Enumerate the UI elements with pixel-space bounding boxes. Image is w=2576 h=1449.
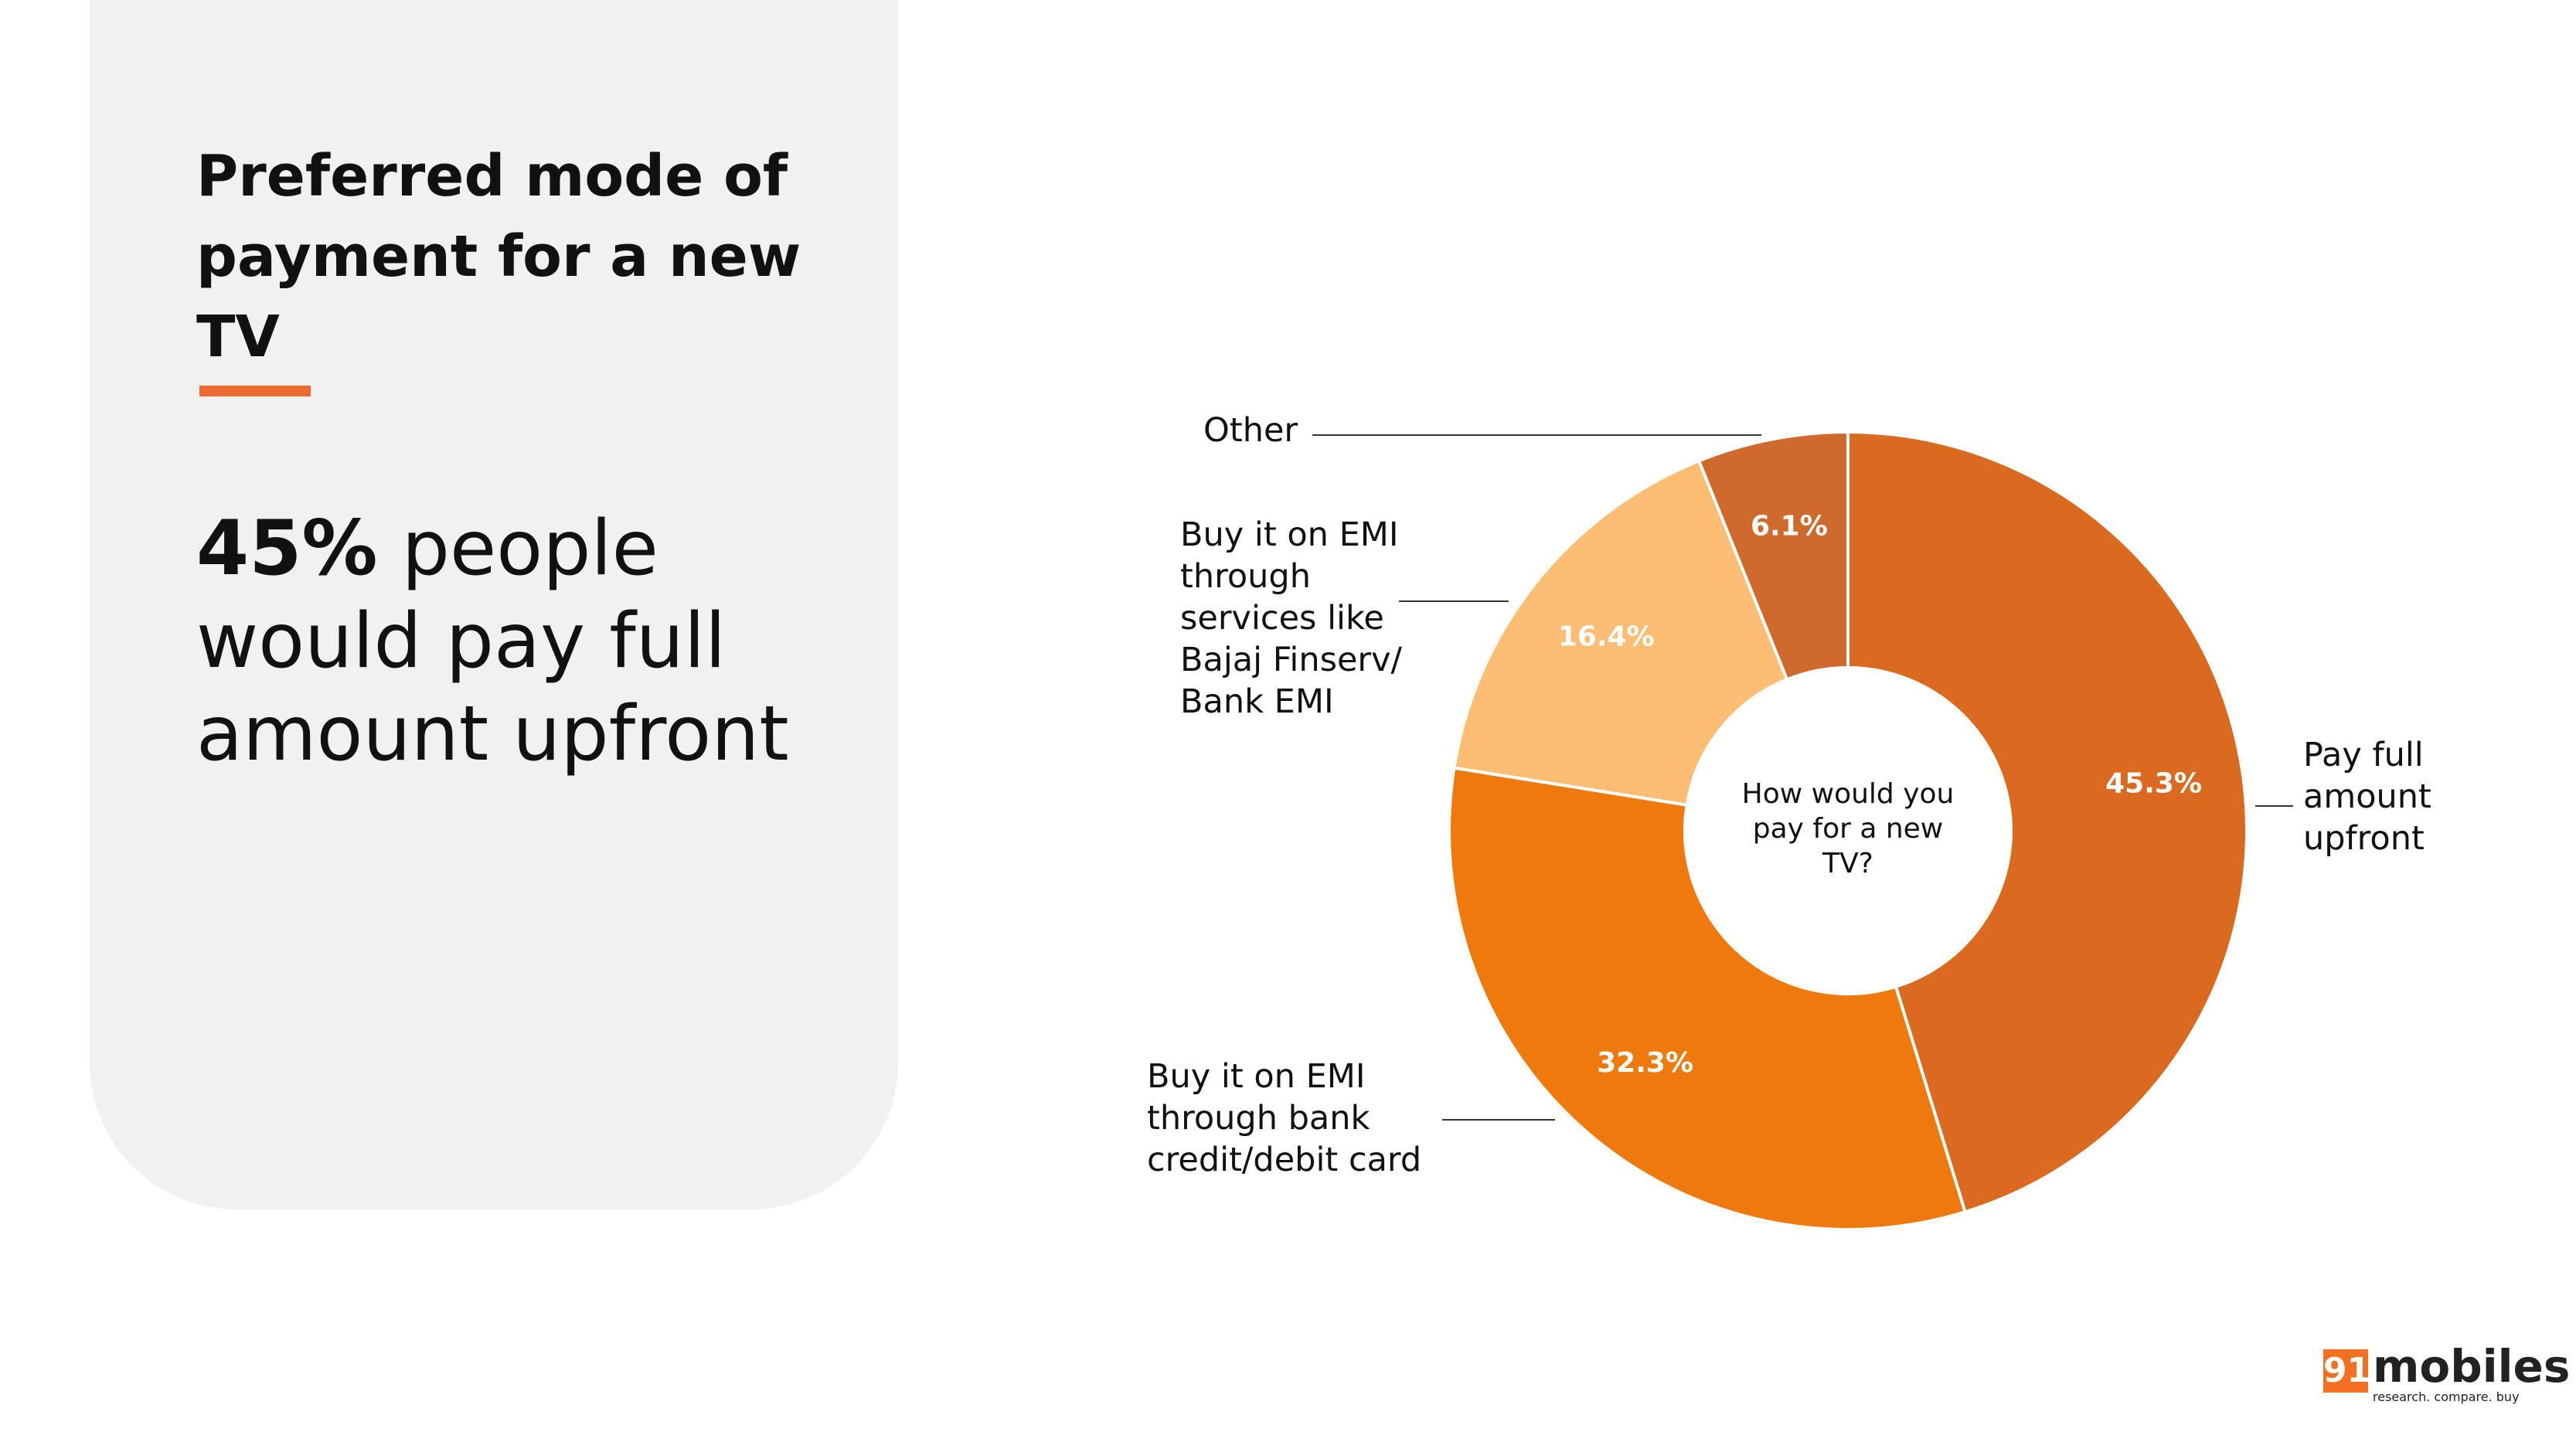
- slice: [1846, 430, 2248, 1214]
- slice: [1452, 458, 1789, 807]
- value-label: 32.3%: [1597, 1047, 1693, 1079]
- panel-body: people would pay full amount upfront: [196, 505, 789, 778]
- category-label: Buy it on EMI through bank credit/debit …: [1147, 1057, 1422, 1179]
- value-label: 16.4%: [1558, 621, 1655, 653]
- center-label: How would you pay for a new TV?: [1741, 778, 1955, 879]
- title-underline: [199, 386, 311, 396]
- category-label: Other: [1203, 411, 1298, 450]
- slice: [1696, 430, 1849, 682]
- logo-name: mobiles: [2373, 1340, 2571, 1393]
- highlight: 45%: [196, 505, 378, 593]
- panel-title: Preferred mode of payment for a new TV: [196, 143, 801, 370]
- value-label: 6.1%: [1751, 510, 1828, 542]
- slice: [1448, 766, 1968, 1231]
- value-label: 45.3%: [2105, 768, 2202, 800]
- logo-tagline: research. compare. buy: [2373, 1389, 2520, 1404]
- category-label: Buy it on EMI through services like Baja…: [1180, 515, 1403, 721]
- panel-text: 45% people would pay full amount upfront: [196, 502, 815, 781]
- logo-number: 91: [2323, 1349, 2370, 1393]
- side-panel: [90, 0, 898, 1209]
- category-label: Pay full amount upfront: [2303, 736, 2431, 858]
